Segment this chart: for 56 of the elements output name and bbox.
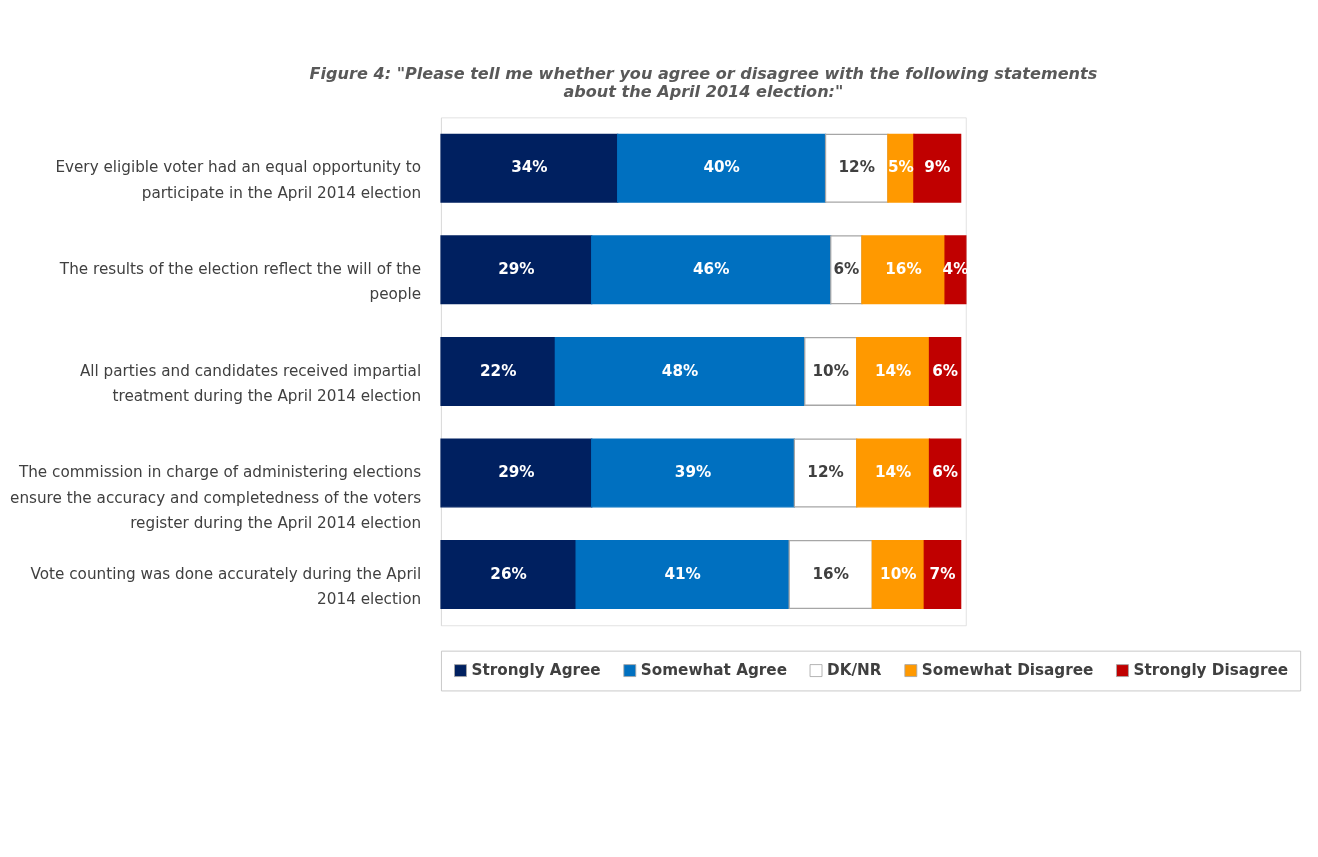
bar (440, 336, 556, 406)
bar (824, 133, 889, 203)
y-tick-label: Every eligible voter had an equal opportunity to participate in the April 2014 election (55, 158, 422, 202)
bar (804, 336, 858, 406)
bar (617, 133, 827, 203)
bar (793, 438, 858, 508)
data-label: 46% (693, 260, 730, 279)
data-label: 41% (664, 564, 701, 583)
bar (591, 438, 796, 508)
bar (575, 540, 790, 610)
data-label: 16% (812, 564, 849, 583)
bar (591, 235, 832, 305)
bar (440, 540, 577, 610)
bar (913, 133, 962, 203)
y-tick-label: All parties and candidates received impartial treatment during the April 2014 election (79, 361, 422, 406)
data-label: 12% (838, 158, 875, 177)
data-label: 12% (807, 463, 844, 482)
bar (440, 235, 593, 305)
data-label: 22% (479, 361, 517, 380)
data-label: 39% (674, 463, 712, 482)
bar (871, 540, 925, 610)
y-tick-label: The results of the election reflect the will of the people (58, 260, 422, 304)
data-label: 9% (924, 158, 951, 177)
data-label: 40% (703, 158, 740, 177)
legend-label: Strongly Agree (471, 660, 601, 679)
y-tick-label: Vote counting was done accurately during the April 2014 election (30, 564, 422, 609)
bar (440, 133, 619, 203)
data-label: 10% (880, 564, 917, 583)
data-label: 6% (932, 463, 958, 482)
chart-title: Figure 4: "Please tell me whether you agree or disagree with the following statements about the April 2014 election:" (309, 64, 1098, 102)
bar (923, 540, 962, 610)
data-label: 26% (490, 564, 527, 583)
legend-label: Somewhat Disagree (921, 660, 1094, 679)
bar (856, 438, 931, 508)
bar (788, 540, 873, 610)
data-label: 16% (885, 260, 922, 279)
data-label: 6% (932, 361, 958, 380)
legend-label: Strongly Disagree (1133, 660, 1289, 679)
data-label: 10% (812, 361, 849, 380)
data-label: 34% (511, 158, 548, 177)
data-label: 29% (498, 463, 535, 482)
bar (440, 438, 593, 508)
y-tick-label: The commission in charge of administering elections ensure the accuracy and completedness of the voters register during the April 2014 election (10, 463, 422, 532)
data-label: 7% (929, 564, 956, 583)
data-label: 5% (887, 158, 914, 177)
data-label: 6% (833, 260, 860, 279)
bar (554, 336, 806, 406)
data-label: 14% (874, 361, 912, 380)
bar (928, 336, 962, 406)
bar (928, 438, 962, 508)
data-label: 48% (661, 361, 699, 380)
data-label: 14% (874, 463, 912, 482)
legend-label: DK/NR (827, 660, 882, 679)
bar (856, 336, 931, 406)
data-label: 29% (498, 260, 535, 279)
legend-label: Somewhat Agree (640, 660, 787, 679)
